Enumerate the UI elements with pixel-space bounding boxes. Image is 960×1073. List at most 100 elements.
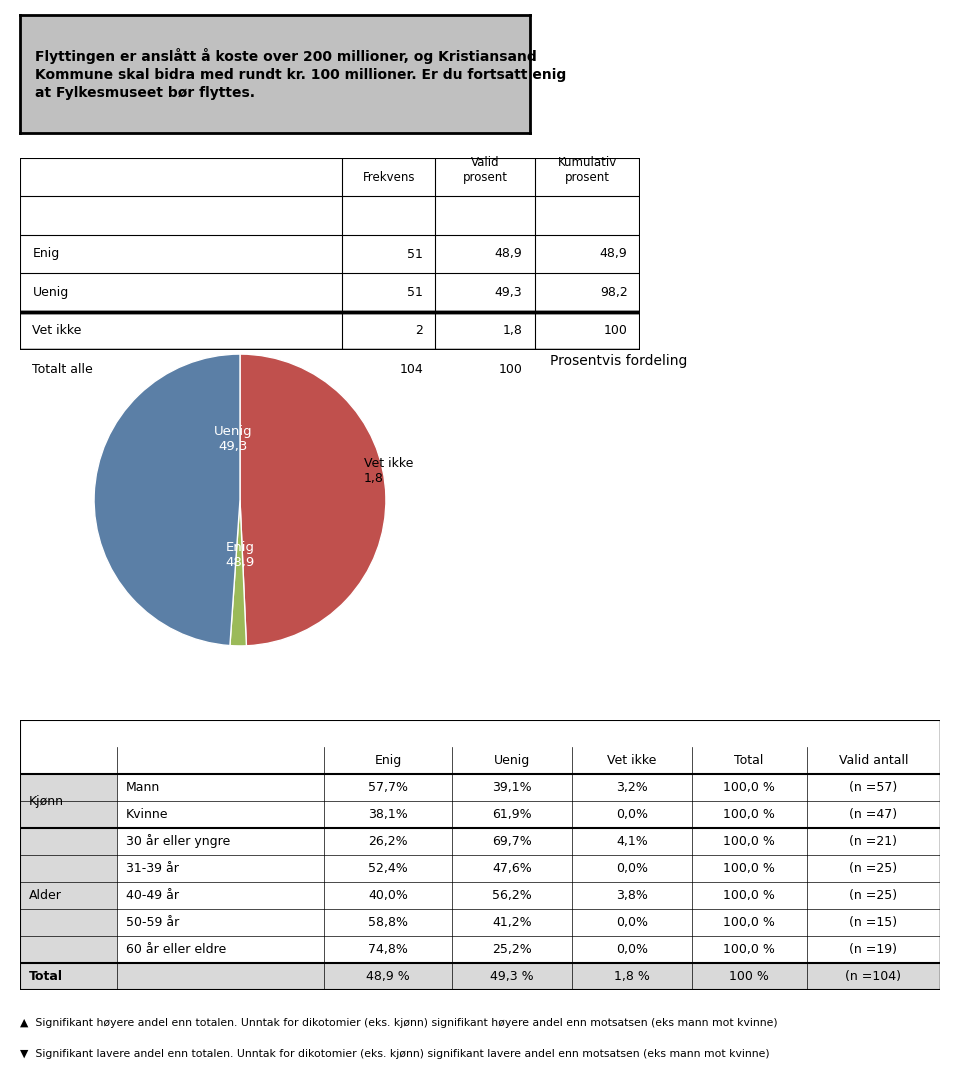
Text: Frekvens: Frekvens [363,171,415,183]
Text: 56,2%: 56,2% [492,890,532,902]
Bar [116,855,940,882]
Bar [20,828,116,855]
Text: (n =47): (n =47) [850,808,898,821]
Text: Enig
48,9: Enig 48,9 [226,542,254,570]
Bar [116,909,940,936]
Text: Total: Total [734,754,764,767]
Text: Totalt alle: Totalt alle [33,363,93,376]
Text: 100,0 %: 100,0 % [723,808,775,821]
Text: 60 år eller eldre: 60 år eller eldre [126,943,226,956]
Text: Uenig: Uenig [494,754,530,767]
Bar [20,936,116,962]
Text: 0,0%: 0,0% [615,943,648,956]
Bar [20,774,116,802]
Bar [20,855,116,882]
Text: 25,2%: 25,2% [492,943,532,956]
Text: 2: 2 [415,324,423,337]
Text: 100,0 %: 100,0 % [723,943,775,956]
Bar [116,828,940,855]
Text: Prosentvis fordeling: Prosentvis fordeling [550,354,687,368]
Text: 0,0%: 0,0% [615,808,648,821]
Bar [116,882,940,909]
Text: (n =25): (n =25) [850,890,898,902]
Text: 1,8 %: 1,8 % [613,970,650,983]
Text: Vet ikke: Vet ikke [33,324,82,337]
Text: 26,2%: 26,2% [369,835,408,848]
Text: Valid antall: Valid antall [838,754,908,767]
Bar [116,774,940,802]
Text: 69,7%: 69,7% [492,835,532,848]
Bar [116,802,940,828]
Text: Kvinne: Kvinne [126,808,168,821]
Text: 48,9: 48,9 [600,248,628,261]
Text: Vet ikke
1,8: Vet ikke 1,8 [364,457,414,485]
Text: 47,6%: 47,6% [492,862,532,874]
Text: 40-49 år: 40-49 år [126,890,179,902]
Text: 100,0 %: 100,0 % [723,835,775,848]
Text: 100,0 %: 100,0 % [723,890,775,902]
Text: 48,9 %: 48,9 % [366,970,410,983]
Text: (n =21): (n =21) [850,835,898,848]
Text: ▲  Signifikant høyere andel enn totalen. Unntak for dikotomier (eks. kjønn) sign: ▲ Signifikant høyere andel enn totalen. … [20,1018,778,1028]
Bar [20,909,116,936]
Text: (n =57): (n =57) [850,781,898,794]
Text: Enig: Enig [33,248,60,261]
Text: 38,1%: 38,1% [368,808,408,821]
Text: Valid
prosent: Valid prosent [463,156,508,183]
Text: 51: 51 [407,248,423,261]
Text: 4,1%: 4,1% [616,835,648,848]
Text: (n =104): (n =104) [846,970,901,983]
Text: Mann: Mann [126,781,160,794]
Text: 30 år eller yngre: 30 år eller yngre [126,835,230,849]
Bar [20,882,116,909]
Text: Kjønn: Kjønn [29,794,64,808]
Text: Enig: Enig [374,754,401,767]
Text: Flyttingen er anslått å koste over 200 millioner, og Kristiansand
Kommune skal b: Flyttingen er anslått å koste over 200 m… [36,47,566,101]
Text: 41,2%: 41,2% [492,916,532,929]
Text: 100,0 %: 100,0 % [723,781,775,794]
Wedge shape [94,354,240,646]
Text: 100: 100 [604,324,628,337]
Text: Uenig: Uenig [33,285,69,299]
Text: 61,9%: 61,9% [492,808,532,821]
Wedge shape [230,500,247,646]
Text: (n =19): (n =19) [850,943,898,956]
Text: 49,3 %: 49,3 % [491,970,534,983]
Text: 48,9: 48,9 [494,248,522,261]
Text: 50-59 år: 50-59 år [126,916,180,929]
Text: 104: 104 [399,363,423,376]
Text: 0,0%: 0,0% [615,916,648,929]
Bar [20,747,940,774]
Text: 31-39 år: 31-39 år [126,862,179,874]
Text: 51: 51 [407,285,423,299]
Wedge shape [240,354,386,646]
Text: 40,0%: 40,0% [368,890,408,902]
Text: Vet ikke: Vet ikke [607,754,657,767]
Text: Kumulativ
prosent: Kumulativ prosent [558,156,617,183]
Bar [20,720,940,747]
Text: (n =25): (n =25) [850,862,898,874]
Bar [20,802,116,828]
Text: 57,7%: 57,7% [368,781,408,794]
Text: 49,3: 49,3 [494,285,522,299]
Text: 100,0 %: 100,0 % [723,862,775,874]
Text: Uenig
49,3: Uenig 49,3 [213,425,252,453]
Bar [20,962,940,990]
Text: (n =15): (n =15) [850,916,898,929]
Text: 3,8%: 3,8% [616,890,648,902]
Text: Total: Total [29,970,63,983]
Text: 0,0%: 0,0% [615,862,648,874]
Text: 1,8: 1,8 [502,324,522,337]
Text: 98,2: 98,2 [600,285,628,299]
Bar [116,936,940,962]
Text: Alder: Alder [29,890,62,902]
Text: 39,1%: 39,1% [492,781,532,794]
Text: 74,8%: 74,8% [368,943,408,956]
Text: 100,0 %: 100,0 % [723,916,775,929]
Text: 3,2%: 3,2% [616,781,648,794]
Text: 100: 100 [498,363,522,376]
Text: 100 %: 100 % [730,970,769,983]
Text: 58,8%: 58,8% [368,916,408,929]
Text: ▼  Signifikant lavere andel enn totalen. Unntak for dikotomier (eks. kjønn) sign: ▼ Signifikant lavere andel enn totalen. … [20,1049,770,1059]
Text: 52,4%: 52,4% [368,862,408,874]
